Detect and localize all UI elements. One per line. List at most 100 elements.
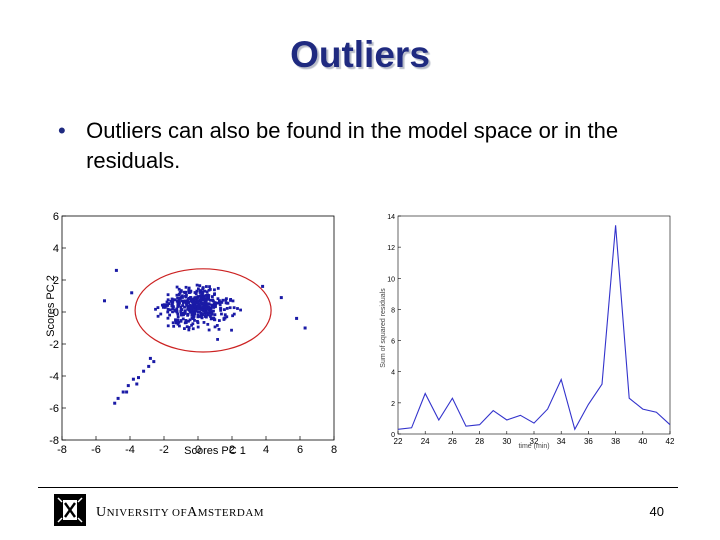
x-tick-label: 30 xyxy=(502,437,511,446)
scatter-point xyxy=(203,305,207,309)
scatter-point xyxy=(179,289,183,292)
scatter-point xyxy=(174,318,177,322)
scatter-point xyxy=(203,289,207,293)
scatter-point xyxy=(168,308,172,312)
scatter-point xyxy=(187,288,191,292)
x-tick-label: 38 xyxy=(611,437,620,446)
page-number: 40 xyxy=(649,504,664,519)
scatter-point xyxy=(195,289,199,293)
scatter-point xyxy=(200,308,203,311)
scatter-point xyxy=(182,313,185,317)
scatter-point xyxy=(167,302,171,305)
x-tick-label: 42 xyxy=(666,437,675,446)
outlier-point xyxy=(103,299,106,303)
scatter-point xyxy=(232,306,236,310)
scatter-point xyxy=(219,307,223,311)
x-tick-label: 28 xyxy=(475,437,484,446)
scatter-point xyxy=(184,294,187,298)
x-tick-label: 24 xyxy=(421,437,430,446)
outlier-point xyxy=(142,369,146,373)
scatter-point xyxy=(208,312,212,315)
x-tick-label: 36 xyxy=(584,437,593,446)
scatter-point xyxy=(176,318,180,322)
scatter-point xyxy=(191,306,195,310)
scatter-point xyxy=(219,308,223,312)
outlier-point xyxy=(137,376,140,380)
scatter-point xyxy=(190,298,194,302)
scatter-point xyxy=(221,298,225,302)
scatter-point xyxy=(159,312,163,316)
scatter-point xyxy=(215,324,219,327)
y-tick-label: -8 xyxy=(49,435,59,447)
scatter-point xyxy=(209,309,212,312)
scatter-point xyxy=(197,310,201,314)
scatter-point xyxy=(209,315,212,318)
bullet-dot: • xyxy=(58,118,66,143)
line-frame xyxy=(397,215,671,435)
scatter-point xyxy=(176,315,180,319)
scatter-point xyxy=(183,299,187,303)
scatter-point xyxy=(180,313,183,317)
scatter-point xyxy=(184,285,188,289)
y-tick-label: 6 xyxy=(53,211,59,223)
scatter-point xyxy=(231,299,235,303)
scatter-point xyxy=(225,315,229,319)
scatter-point xyxy=(187,291,191,295)
scatter-point xyxy=(166,298,170,302)
y-tick-label: -4 xyxy=(49,371,59,383)
scatter-point xyxy=(180,308,184,311)
scatter-point xyxy=(175,307,179,311)
scatter-point xyxy=(223,316,227,320)
scatter-point xyxy=(204,294,208,297)
scatter-point xyxy=(166,304,170,307)
scatter-point xyxy=(190,311,194,315)
scatter-point xyxy=(176,296,179,300)
scatter-point xyxy=(185,303,189,307)
scatter-point xyxy=(223,308,226,312)
scatter-point xyxy=(216,286,220,290)
scatter-point xyxy=(175,299,179,303)
scatter-point xyxy=(214,301,218,305)
scatter-point xyxy=(171,321,175,325)
scatter-point xyxy=(193,296,197,299)
scatter-point xyxy=(195,283,199,287)
scatter-point xyxy=(156,314,160,318)
y-tick-label: 2 xyxy=(391,401,395,408)
scatter-point xyxy=(187,328,191,332)
scatter-point xyxy=(191,315,195,319)
scatter-point xyxy=(168,313,172,317)
scatter-point xyxy=(219,300,222,304)
scatter-point xyxy=(218,303,222,307)
scatter-point xyxy=(210,295,214,298)
x-tick-label: 0 xyxy=(195,444,201,456)
outlier-point xyxy=(131,377,135,381)
scatter-point xyxy=(181,296,184,299)
scatter-point xyxy=(206,302,210,306)
y-tick-label: 2 xyxy=(53,275,59,287)
outlier-point xyxy=(148,356,152,360)
y-tick-label: 10 xyxy=(387,276,395,283)
scatter-point xyxy=(177,287,181,291)
scatter-point xyxy=(198,291,202,294)
scatter-point xyxy=(183,327,186,330)
scatter-point xyxy=(166,310,170,314)
outlier-point xyxy=(152,360,156,364)
scatter-point xyxy=(236,307,239,310)
scatter-point xyxy=(182,290,186,294)
scatter-point xyxy=(213,313,217,317)
scatter-point xyxy=(206,322,210,326)
scatter-point xyxy=(200,294,204,298)
scatter-point xyxy=(207,297,211,301)
scatter-point xyxy=(169,299,173,303)
x-tick-label: 26 xyxy=(448,437,457,446)
scatter-point xyxy=(166,307,170,311)
scatter-point xyxy=(229,297,233,301)
scatter-point xyxy=(179,310,183,313)
scatter-point xyxy=(216,301,220,305)
scatter-point xyxy=(198,289,202,292)
scatter-point xyxy=(213,288,216,292)
outlier-point xyxy=(113,401,117,405)
scatter-point xyxy=(232,312,236,316)
scatter-point xyxy=(209,306,213,310)
scatter-point xyxy=(186,312,190,316)
